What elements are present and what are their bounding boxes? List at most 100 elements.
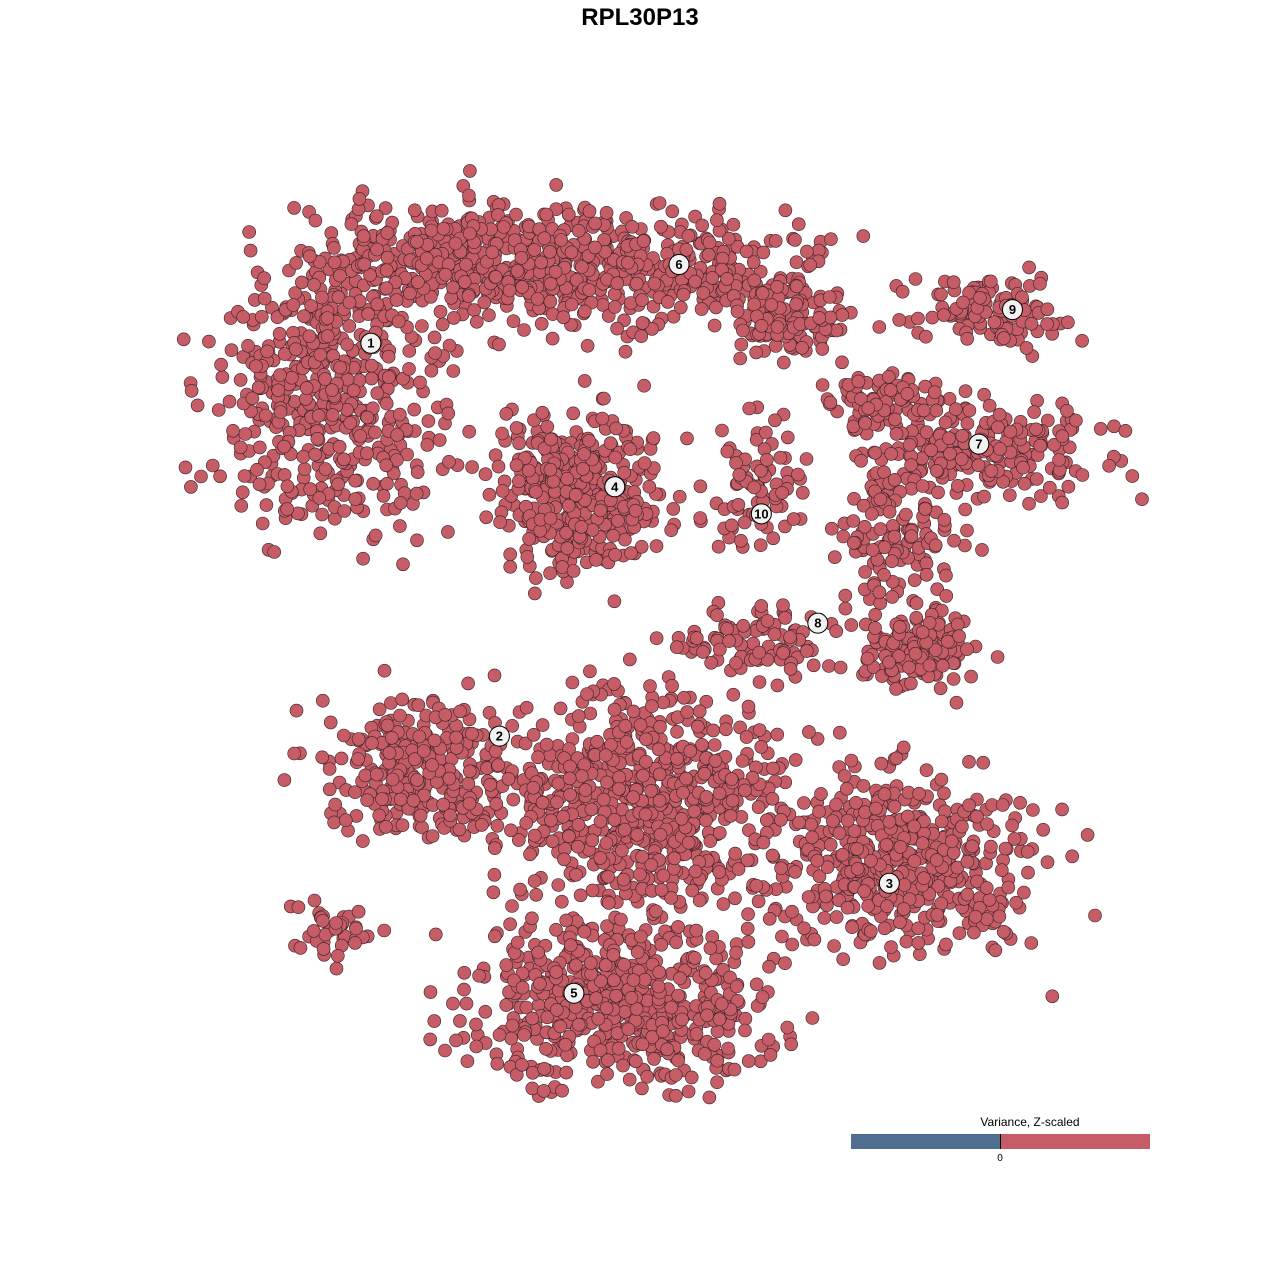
cell-point-cluster-5 xyxy=(741,699,756,714)
cell-point-cluster-2 xyxy=(277,773,292,787)
cell-point-cluster-8 xyxy=(924,443,938,458)
cell-point-cluster-3 xyxy=(934,814,949,829)
cluster-label-4: 4 xyxy=(604,476,626,498)
cell-point-cluster-8 xyxy=(838,601,853,616)
cell-point-cluster-5 xyxy=(519,816,534,830)
cell-point-cluster-7 xyxy=(1017,476,1032,491)
cell-point-cluster-6 xyxy=(549,178,564,192)
cell-point-cluster-1 xyxy=(284,370,299,385)
cell-point-cluster-2 xyxy=(452,822,467,837)
cell-point-cluster-5 xyxy=(626,973,641,987)
cell-point-cluster-2 xyxy=(416,744,431,758)
cell-point-cluster-6 xyxy=(730,304,745,319)
cell-point-cluster-6 xyxy=(822,290,837,304)
cell-point-cluster-10 xyxy=(731,497,746,512)
cell-point-cluster-3 xyxy=(877,787,892,802)
cell-point-cluster-7 xyxy=(916,403,931,418)
cell-point-cluster-1 xyxy=(280,479,295,494)
cell-point-cluster-10 xyxy=(724,518,739,533)
cell-point-cluster-3 xyxy=(929,853,944,867)
cell-point-cluster-5 xyxy=(483,777,498,792)
cell-point-cluster-1 xyxy=(435,317,450,332)
cell-point-cluster-8 xyxy=(838,588,853,603)
cell-point-cluster-1 xyxy=(255,516,270,531)
cell-point-cluster-1 xyxy=(403,286,417,301)
cell-point-cluster-3 xyxy=(988,943,1003,958)
legend-high-segment xyxy=(1001,1134,1150,1149)
cell-point-cluster-10 xyxy=(734,533,748,548)
cell-point-cluster-3 xyxy=(741,907,755,922)
cell-point-cluster-9 xyxy=(1024,316,1039,331)
cell-point-cluster-2 xyxy=(384,730,399,745)
cell-point-cluster-5 xyxy=(585,833,600,848)
cell-point-cluster-1 xyxy=(257,271,272,286)
cell-point-cluster-6 xyxy=(534,255,549,270)
cell-point-cluster-8 xyxy=(669,640,684,655)
cell-point-cluster-2 xyxy=(355,834,370,848)
cell-point-cluster-3 xyxy=(1024,936,1039,950)
cell-point-cluster-8 xyxy=(754,599,769,613)
cell-point-cluster-5 xyxy=(676,785,690,800)
cell-point-cluster-1 xyxy=(249,359,263,374)
cell-point-cluster-9 xyxy=(1040,302,1055,317)
cell-point-cluster-6 xyxy=(571,223,586,238)
cell-point-cluster-1 xyxy=(462,424,477,439)
cell-point-cluster-1 xyxy=(233,373,248,387)
cell-point-cluster-1 xyxy=(337,452,351,467)
cell-point-cluster-4 xyxy=(491,459,506,474)
cell-point-cluster-3 xyxy=(884,940,898,954)
cell-point-cluster-1 xyxy=(434,203,449,218)
cell-point-cluster-4 xyxy=(608,450,623,465)
cell-point-cluster-2 xyxy=(327,815,341,830)
cell-point-cluster-1 xyxy=(325,408,340,422)
cell-point-cluster-4 xyxy=(495,484,510,498)
cell-point-cluster-2 xyxy=(384,696,398,710)
cell-point-cluster-4 xyxy=(546,474,561,489)
cell-point-cluster-6 xyxy=(803,258,818,272)
cell-point-cluster-5 xyxy=(724,772,739,786)
cell-point-cluster-5 xyxy=(687,804,702,819)
cell-point-cluster-8 xyxy=(907,573,922,588)
cell-point-cluster-7 xyxy=(919,425,934,440)
cell-point-cluster-1 xyxy=(409,486,424,501)
cell-point-cluster-2 xyxy=(351,904,366,919)
legend-low-segment xyxy=(851,1134,1000,1149)
cell-point-cluster-5 xyxy=(562,771,577,786)
cell-point-cluster-8 xyxy=(776,646,790,660)
cell-point-cluster-5 xyxy=(644,858,659,872)
cell-point-cluster-5 xyxy=(805,1011,820,1025)
cell-point-cluster-1 xyxy=(235,485,250,500)
cell-point-cluster-4 xyxy=(521,463,536,478)
cell-point-cluster-1 xyxy=(446,364,461,378)
cell-point-cluster-5 xyxy=(723,808,738,823)
cell-point-cluster-1 xyxy=(391,314,406,329)
cell-point-cluster-8 xyxy=(918,502,933,516)
cell-point-cluster-8 xyxy=(919,567,934,582)
cell-point-cluster-10 xyxy=(780,430,795,445)
cell-point-cluster-3 xyxy=(907,819,921,834)
cell-point-cluster-5 xyxy=(527,828,542,843)
cell-point-cluster-5 xyxy=(490,1057,505,1071)
cell-point-cluster-10 xyxy=(715,423,729,438)
cell-point-cluster-1 xyxy=(393,496,408,510)
cell-point-cluster-7 xyxy=(1052,453,1066,467)
cell-point-cluster-5 xyxy=(741,935,756,949)
cell-point-cluster-5 xyxy=(633,718,648,732)
cell-point-cluster-10 xyxy=(737,515,752,530)
cell-point-cluster-8 xyxy=(931,485,945,500)
cell-point-cluster-8 xyxy=(919,556,934,571)
cell-point-cluster-2 xyxy=(393,792,408,807)
cell-point-cluster-6 xyxy=(754,318,769,333)
cell-point-cluster-5 xyxy=(569,867,583,882)
cell-point-cluster-7 xyxy=(835,355,849,370)
cell-point-cluster-4 xyxy=(503,547,518,562)
cell-point-cluster-5 xyxy=(615,843,629,858)
cell-point-cluster-4 xyxy=(503,559,518,574)
cell-point-cluster-7 xyxy=(1060,403,1074,418)
cell-point-cluster-5 xyxy=(762,911,777,926)
cell-point-cluster-2 xyxy=(425,758,439,772)
cell-point-cluster-5 xyxy=(639,754,653,769)
cell-point-cluster-5 xyxy=(712,1012,727,1027)
cell-point-cluster-8 xyxy=(864,507,879,521)
